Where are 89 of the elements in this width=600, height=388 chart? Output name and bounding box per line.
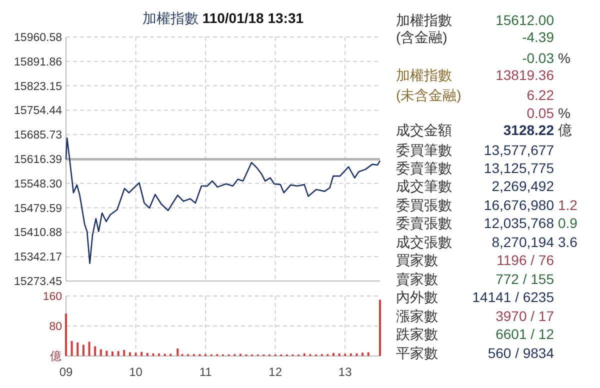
bar [70,341,73,356]
bar [362,352,364,356]
x-tick-label: 09 [59,365,73,379]
text: 加權指數 [396,12,452,28]
y-tick-label: 15891.86 [14,56,62,68]
text: 1196 / 76 [496,252,554,268]
bar [176,348,179,356]
y-tick-label: 15754.44 [14,105,63,118]
y-tick-label: 80 [49,321,62,333]
text: 內外數 [396,289,438,305]
text: 1.2 [558,197,578,213]
text: 漲家數 [396,308,438,324]
bar [367,352,370,356]
text: % [558,50,570,66]
bar [303,353,306,356]
text: 跌家數 [396,326,438,342]
bar [82,344,84,356]
bar [332,353,334,356]
bar [123,350,126,356]
text: 560 / 9834 [488,345,554,361]
text: 15612.00 [496,12,554,28]
text: 加權指數 [396,67,452,83]
bar [94,346,96,356]
y-tick-label: 億 [50,349,62,363]
text: 8,270,194 [492,234,554,250]
text: 12,035,768 [484,215,554,231]
bar [65,314,67,356]
text: 成交金額 [396,122,452,138]
text: -0.03 [522,50,554,66]
y-tick-label: 15960.58 [14,32,62,44]
text: (未含金融) [396,87,462,103]
y-tick-label: 15685.73 [14,130,62,142]
text: 3.6 [558,234,578,250]
bar [112,352,114,356]
text: -4.39 [522,29,554,45]
x-tick-label: 10 [129,365,143,379]
text: 平家數 [396,345,438,361]
text: % [558,105,570,121]
text: 0.9 [558,215,578,231]
y-tick-label: 15342.17 [14,252,62,264]
bar [134,352,137,356]
text: 13,125,775 [484,160,554,176]
text: 16,676,980 [484,197,554,213]
y-tick-label: 15823.15 [14,80,62,93]
bar [88,342,90,356]
bar [158,353,160,356]
x-tick-label: 12 [268,365,282,379]
text: 委賣筆數 [396,160,452,176]
chart-title: 加權指數 110/01/18 13:31 [142,10,304,26]
bar [146,353,148,356]
text: 賣家數 [396,271,438,287]
x-tick-label: 13 [338,365,352,379]
bar [379,300,381,356]
bar [152,353,154,356]
text: 2,269,492 [492,178,554,194]
bar [76,342,79,356]
y-tick-label: 160 [42,291,62,303]
text: 3128.22 [503,122,554,138]
y-tick-label: 15410.88 [14,227,62,240]
bar [128,352,131,356]
text: 13,577,677 [484,142,554,158]
text: 委賣張數 [396,215,452,231]
text: 6.22 [526,87,554,103]
x-tick-label: 11 [199,365,212,379]
y-tick-label: 15479.59 [14,202,62,215]
text: 14141 / 6235 [472,289,554,305]
text: (含金融) [396,29,448,45]
bar [356,353,358,356]
text: 6601 / 12 [496,326,554,342]
text: 0.05 [526,105,554,121]
text: 13819.36 [496,67,554,83]
text: 委買張數 [396,197,452,213]
bar [338,353,340,356]
bar [106,350,108,356]
y-tick-label: 15616.39 [14,154,62,166]
y-tick-label: 15548.30 [14,178,62,190]
bar [350,353,352,356]
text: 買家數 [396,252,438,268]
text: 3970 / 17 [496,308,554,324]
text: 成交筆數 [396,178,452,194]
bar [117,351,120,356]
text: 委買筆數 [396,142,452,158]
text: 772 / 155 [496,271,554,287]
text: 成交張數 [396,234,452,250]
line-series [65,137,381,264]
bar [100,349,102,356]
text: 億 [558,122,572,138]
y-tick-label: 15273.45 [14,276,62,288]
bar [140,352,143,356]
